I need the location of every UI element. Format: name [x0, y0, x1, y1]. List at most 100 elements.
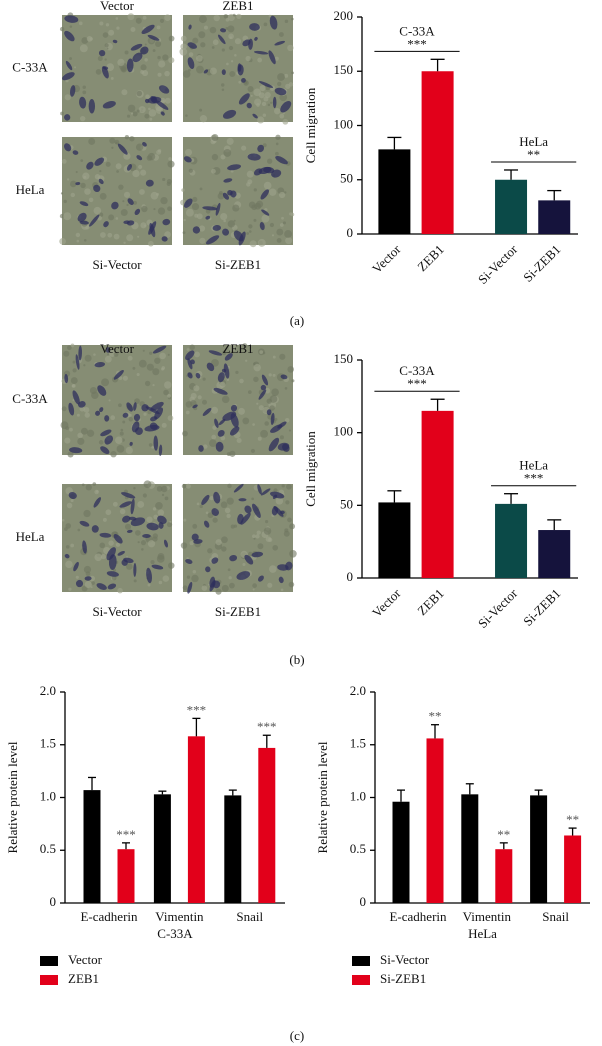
significance: **	[497, 827, 510, 842]
texture	[140, 169, 147, 176]
x-tick-label: E-cadherin	[389, 909, 447, 924]
cell	[82, 540, 87, 554]
texture	[199, 237, 206, 244]
cell	[99, 532, 112, 538]
cell	[94, 362, 106, 368]
cell	[106, 571, 119, 577]
texture	[254, 98, 262, 106]
bar	[258, 747, 276, 903]
texture	[233, 219, 236, 222]
cell	[122, 515, 131, 523]
texture	[99, 192, 107, 200]
texture	[70, 377, 78, 385]
cell	[229, 554, 238, 562]
cell	[183, 198, 193, 208]
texture	[142, 70, 149, 77]
cell	[78, 345, 83, 361]
texture	[273, 488, 278, 493]
cell	[238, 93, 250, 105]
texture	[205, 209, 211, 214]
texture	[168, 157, 172, 161]
y-tick-label: 0.5	[40, 841, 56, 856]
texture	[221, 546, 227, 552]
texture	[116, 444, 125, 453]
texture	[88, 138, 96, 145]
texture	[229, 450, 236, 457]
cell	[113, 369, 124, 380]
texture	[66, 502, 73, 509]
texture	[115, 163, 122, 170]
column-footer: Si-ZEB1	[215, 257, 261, 272]
cell	[278, 576, 284, 584]
y-tick-label: 0	[50, 894, 57, 909]
texture	[148, 109, 157, 117]
texture	[83, 565, 92, 574]
y-tick-label: 1.0	[40, 788, 56, 803]
texture	[236, 13, 242, 20]
texture	[192, 196, 198, 203]
cell	[208, 350, 223, 356]
texture	[91, 391, 99, 400]
texture	[192, 37, 199, 44]
texture	[267, 582, 273, 588]
cell	[277, 421, 287, 429]
texture	[209, 67, 217, 75]
texture	[139, 189, 145, 195]
x-tick-label: E-cadherin	[80, 909, 138, 924]
bar	[421, 410, 454, 578]
cell	[119, 501, 132, 508]
texture	[64, 527, 68, 531]
texture	[215, 539, 222, 546]
cell	[187, 42, 197, 49]
micrograph-background	[183, 484, 293, 592]
texture	[230, 524, 235, 529]
cell	[220, 28, 227, 33]
cell	[64, 143, 72, 152]
texture	[264, 421, 269, 426]
texture	[197, 395, 202, 400]
bar	[530, 795, 548, 903]
texture	[115, 436, 123, 444]
texture	[80, 427, 88, 435]
cell	[211, 508, 219, 516]
texture	[119, 431, 124, 436]
cell	[224, 353, 233, 361]
cell	[73, 561, 79, 572]
error-bar	[228, 789, 237, 796]
texture	[141, 548, 144, 551]
bar	[538, 200, 571, 234]
texture	[161, 366, 166, 370]
texture	[129, 136, 135, 142]
texture	[234, 53, 237, 57]
texture	[287, 366, 295, 373]
texture	[80, 182, 86, 189]
texture	[167, 394, 171, 398]
legend-label: Si-Vector	[380, 952, 430, 967]
texture	[99, 21, 104, 26]
texture	[159, 352, 166, 360]
cell	[91, 525, 99, 533]
cell	[158, 444, 163, 457]
texture	[248, 224, 253, 229]
cell	[198, 445, 204, 452]
texture	[291, 379, 295, 383]
texture	[246, 232, 250, 235]
cell	[113, 534, 123, 544]
cell	[260, 189, 269, 200]
texture	[136, 372, 140, 377]
y-tick-label: 150	[334, 351, 354, 366]
cell	[195, 372, 201, 379]
texture	[252, 534, 256, 539]
texture	[135, 530, 141, 536]
texture	[123, 152, 131, 160]
texture	[93, 206, 102, 215]
cell	[106, 547, 116, 561]
cell	[258, 81, 274, 88]
texture	[281, 484, 285, 488]
y-tick-label: 0.5	[350, 841, 366, 856]
texture	[153, 514, 159, 520]
texture	[191, 574, 199, 583]
cell	[222, 228, 230, 236]
texture	[67, 451, 74, 458]
texture	[77, 432, 83, 439]
